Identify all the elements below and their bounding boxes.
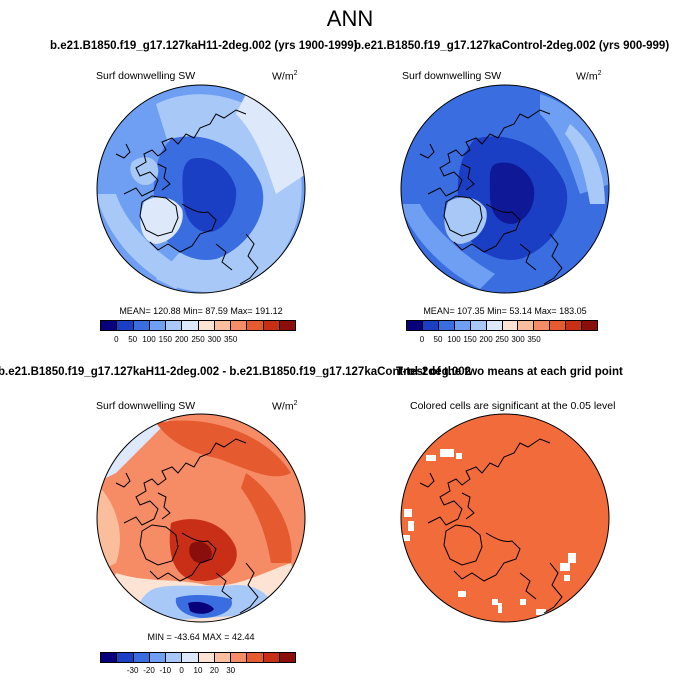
top-right-colorbar-ticks: 0 50 100 150 200 250 300 350 [406,335,598,347]
colorbar-cell [549,321,566,330]
top-left-colorbar [100,320,296,331]
top-right-case-title: b.e21.B1850.f19_g17.127kaControl-2deg.00… [354,40,670,52]
colorbar-cell [132,321,149,330]
colorbar-cell [501,321,518,330]
colorbar-tick-label: 200 [174,335,189,344]
colorbar-cell [469,321,486,330]
colorbar-tick-label: 50 [128,335,138,344]
top-left-variable-label: Surf downwelling SW [96,70,196,82]
colorbar-cell [132,653,149,662]
colorbar-tick-label: 10 [193,666,203,675]
colorbar-cell [485,321,502,330]
colorbar-cell [148,321,165,330]
top-left-statistics: MEAN= 120.88 Min= 87.59 Max= 191.12 [119,306,283,316]
colorbar-tick-label: 100 [142,335,156,344]
colorbar-tick-label: 250 [495,335,509,344]
colorbar-cell [101,653,117,662]
colorbar-cell [230,321,247,330]
colorbar-tick-label: 300 [207,335,222,344]
significance-fill [401,414,609,622]
colorbar-cell [213,321,230,330]
colorbar-tick-label: 100 [447,335,461,344]
colorbar-tick-label: 200 [479,335,493,344]
colorbar-cell [246,321,263,330]
bottom-right-significance-note: Colored cells are significant at the 0.0… [410,400,616,412]
colorbar-cell [116,653,133,662]
bottom-left-polar-map [96,413,306,623]
colorbar-cell [165,321,182,330]
colorbar-tick-label: 30 [226,666,236,675]
colorbar-cell [437,321,454,330]
colorbar-tick-label: 0 [419,335,425,344]
bottom-left-colorbar-ticks: -30 -20 -10 0 10 20 30 [100,666,296,678]
colorbar-cell [421,321,438,330]
top-right-variable-label: Surf downwelling SW [402,70,502,82]
top-right-colorbar [406,320,598,331]
bottom-left-units-label: W/m2 [272,400,298,413]
colorbar-cell [246,653,263,662]
bottom-left-variable-label: Surf downwelling SW [96,400,196,412]
colorbar-cell [533,321,550,330]
colorbar-tick-label: 150 [158,335,173,344]
colorbar-tick-label: 350 [527,335,541,344]
colorbar-tick-label: -20 [143,666,155,675]
colorbar-tick-label: 0 [179,666,184,675]
colorbar-cell [262,321,279,330]
colorbar-cell [165,653,182,662]
colorbar-cell [181,321,198,330]
colorbar-cell [116,321,133,330]
colorbar-cell [278,321,295,330]
colorbar-tick-label: 0 [114,335,119,344]
bottom-left-colorbar [100,652,296,663]
colorbar-cell [101,321,117,330]
colorbar-tick-label: 50 [433,335,443,344]
colorbar-cell [197,321,214,330]
colorbar-cell [407,321,422,330]
top-right-polar-map [400,84,610,294]
top-left-units-label: W/m2 [272,70,298,83]
top-left-colorbar-ticks: 0 50 100 150 200 250 300 350 [100,335,296,347]
colorbar-cell [517,321,534,330]
top-left-case-title: b.e21.B1850.f19_g17.127kaH11-2deg.002 (y… [50,40,358,52]
page-title: ANN [326,6,374,31]
colorbar-cell [262,653,279,662]
colorbar-tick-label: 300 [511,335,525,344]
colorbar-cell [181,653,198,662]
bottom-right-polar-map [400,413,610,623]
colorbar-cell [213,653,230,662]
colorbar-tick-label: -10 [159,666,172,675]
bottom-left-statistics: MIN = -43.64 MAX = 42.44 [147,632,255,642]
top-right-statistics: MEAN= 107.35 Min= 53.14 Max= 183.05 [423,306,587,316]
colorbar-cell [197,653,214,662]
colorbar-cell [230,653,247,662]
colorbar-cell [581,321,598,330]
colorbar-cell [453,321,470,330]
ttest-title: T-test of the two means at each grid poi… [396,366,623,378]
colorbar-tick-label: 350 [223,335,238,344]
colorbar-tick-label: 150 [463,335,477,344]
colorbar-tick-label: -30 [126,666,139,675]
colorbar-tick-label: 250 [191,335,205,344]
colorbar-cell [148,653,165,662]
top-right-units-label: W/m2 [576,70,602,83]
colorbar-cell [565,321,582,330]
difference-title: b.e21.B1850.f19_g17.127kaH11-2deg.002 - … [0,366,472,378]
colorbar-cell [278,653,295,662]
colorbar-tick-label: 20 [209,666,219,675]
top-left-polar-map [96,84,306,294]
